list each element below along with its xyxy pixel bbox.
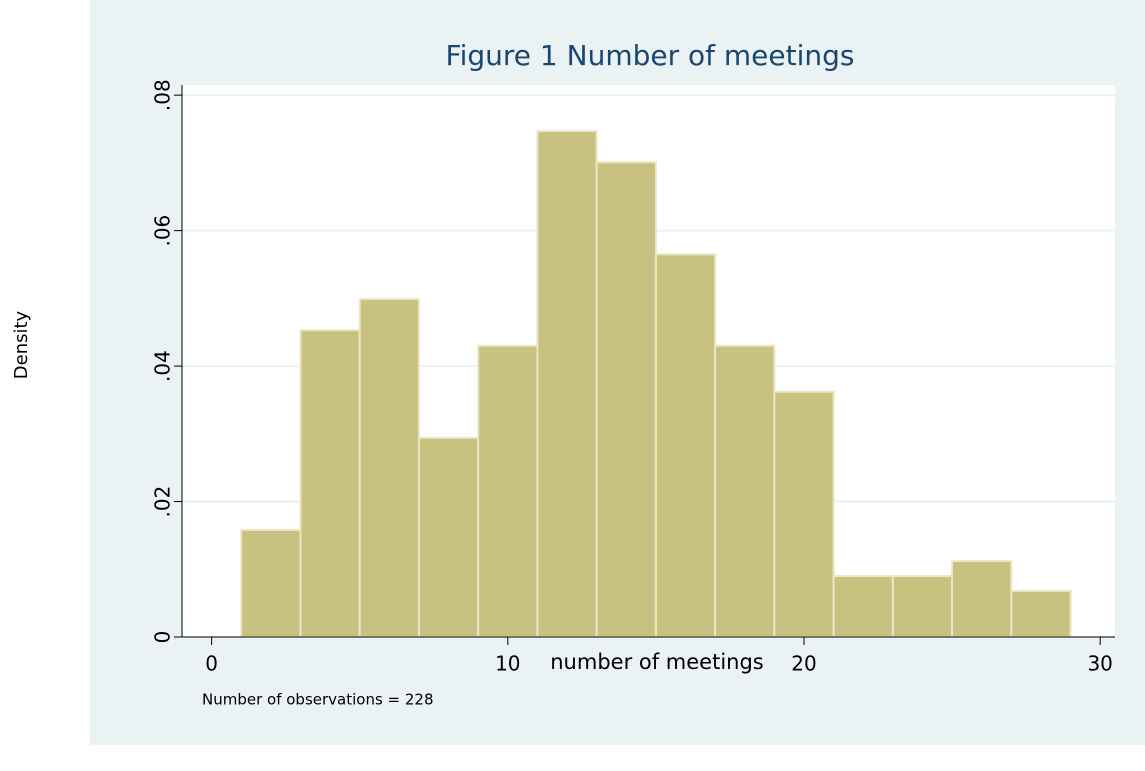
y-tick-label: 0 [151, 631, 175, 644]
chart-title: Figure 1 Number of meetings [446, 39, 855, 72]
bar [477, 344, 539, 638]
y-tick-label: .06 [151, 215, 175, 247]
bar [773, 390, 835, 638]
bar [240, 528, 302, 639]
y-tick-label: .04 [151, 350, 175, 382]
x-tick-label: 20 [791, 652, 816, 676]
y-tick-label: .08 [151, 79, 175, 111]
note: Number of observations = 228 [202, 691, 434, 709]
y-axis-label: Density [11, 310, 32, 379]
bar [654, 253, 717, 638]
bar [358, 298, 420, 638]
bar [891, 575, 954, 639]
x-axis-label: number of meetings [550, 650, 764, 674]
bar [595, 161, 657, 638]
bar [1010, 589, 1072, 638]
bar [299, 329, 361, 638]
x-tick-label: 0 [205, 652, 218, 676]
bar [951, 560, 1013, 638]
y-tick-label: .02 [151, 486, 175, 518]
bar [714, 344, 776, 638]
x-tick-label: 10 [495, 652, 520, 676]
bar [417, 436, 480, 638]
bar [536, 130, 598, 639]
x-tick-label: 30 [1087, 652, 1112, 676]
bar [832, 575, 894, 639]
